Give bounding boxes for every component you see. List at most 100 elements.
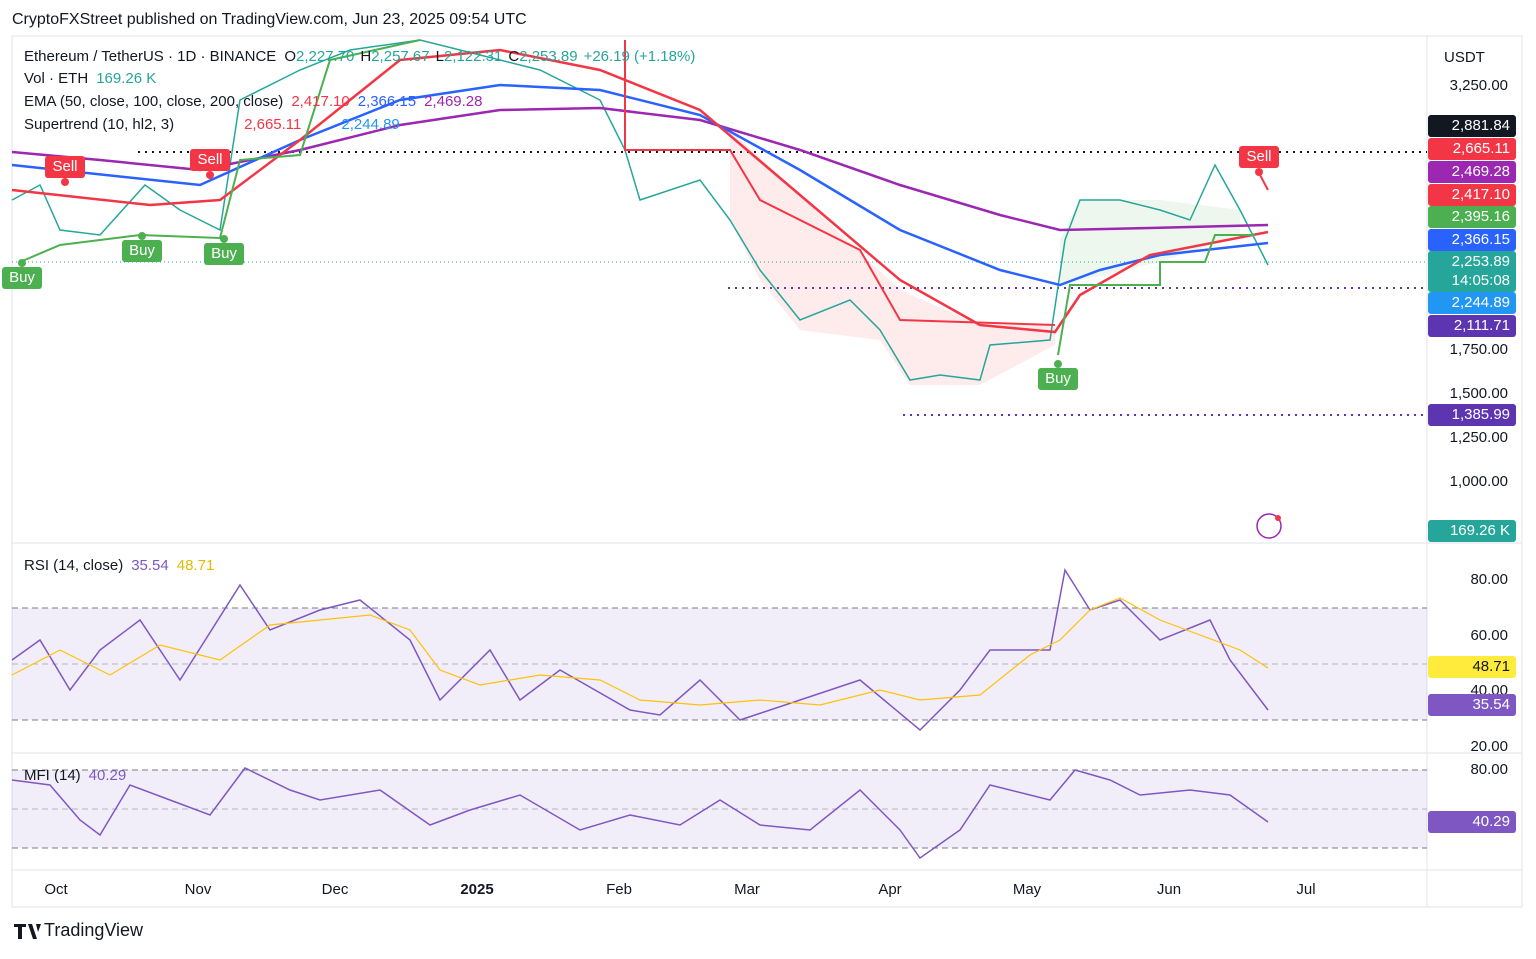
- price-tag-text: 48.71: [1472, 658, 1510, 675]
- supertrend-up: [19, 39, 421, 263]
- signal-label: Sell: [197, 151, 222, 168]
- price-tag-text: 2,469.28: [1452, 163, 1510, 180]
- time-axis-label: May: [1013, 881, 1042, 898]
- price-tag: [1428, 161, 1516, 183]
- legend-symbol: Ethereum / TetherUS · 1D · BINANCE O2,227…: [24, 48, 695, 65]
- price-tag: [1428, 315, 1516, 337]
- ema-50: [11, 48, 1269, 334]
- time-axis-label: Feb: [606, 881, 632, 898]
- signal-dot: [138, 232, 146, 240]
- time-axis-label: Apr: [878, 881, 901, 898]
- ema-value: 2,469.28: [424, 93, 482, 110]
- supertrend-value: 2,244.89: [341, 116, 399, 133]
- price-line: [11, 39, 1269, 381]
- price-tag-text: 2,253.89: [1452, 253, 1510, 270]
- rsi-ma-value: 48.71: [177, 557, 215, 574]
- ohlc-value: 2,253.89: [519, 48, 577, 65]
- price-tag-text: 2,244.89: [1452, 294, 1510, 311]
- rsi-line: [11, 567, 1269, 732]
- ohlc-label: L: [436, 48, 444, 65]
- price-tag: [1428, 404, 1516, 426]
- legend-vol: Vol · ETH 169.26 K: [24, 70, 156, 87]
- signal-badge: [122, 240, 162, 262]
- time-axis-label: Nov: [185, 881, 212, 898]
- change: +26.19 (+1.18%): [584, 48, 696, 65]
- signal-badge: [1038, 368, 1078, 390]
- ohlc-label: C: [508, 48, 519, 65]
- symbol: Ethereum / TetherUS · 1D · BINANCE: [24, 48, 276, 65]
- price-tag: [1428, 251, 1516, 292]
- time-axis-label: Mar: [734, 881, 760, 898]
- price-tag: [1428, 206, 1516, 228]
- legend-ema: EMA (50, close, 100, close, 200, close) 2…: [24, 93, 482, 110]
- price-tag: [1428, 811, 1516, 833]
- signal-badge: [45, 156, 85, 178]
- ohlc-label: O: [284, 48, 296, 65]
- time-axis-label: Dec: [322, 881, 349, 898]
- alert-icon[interactable]: [1256, 513, 1282, 539]
- price-axis-label: 3,250.00: [1450, 77, 1508, 94]
- time-axis-label: 2025: [460, 881, 493, 898]
- signal-label: Buy: [129, 242, 155, 259]
- published-header: CryptoFXStreet published on TradingView.…: [12, 11, 527, 28]
- mfi-value: 40.29: [89, 767, 127, 784]
- mfi-title: MFI (14): [24, 767, 81, 784]
- price-tag: [1428, 694, 1516, 716]
- supertrend-up: [1057, 234, 1255, 356]
- ema-label: EMA (50, close, 100, close, 200, close): [24, 93, 283, 110]
- supertrend-down: [624, 40, 1056, 326]
- signal-dot: [206, 171, 214, 179]
- rsi-axis-label: 60.00: [1470, 627, 1508, 644]
- signal-dot: [61, 178, 69, 186]
- signal-label: Buy: [211, 245, 237, 262]
- price-tag: [1428, 115, 1516, 137]
- price-tag-text: 169.26 K: [1450, 522, 1510, 539]
- ohlc-value: 2,227.70: [296, 48, 354, 65]
- mfi-line: [11, 767, 1269, 860]
- signal-badge: [204, 243, 244, 265]
- currency: USDT: [1444, 49, 1485, 66]
- countdown: 14:05:08: [1452, 272, 1510, 289]
- time-axis-label: Oct: [44, 881, 68, 898]
- rsi-axis-label: 20.00: [1470, 738, 1508, 755]
- ohlc-value: 2,257.67: [371, 48, 429, 65]
- price-tag-text: 2,881.84: [1452, 117, 1510, 134]
- rsi-legend: RSI (14, close) 35.54 48.71: [24, 557, 214, 574]
- ohlc-label: H: [360, 48, 371, 65]
- vol-value: 169.26 K: [96, 70, 156, 87]
- signal-label: Sell: [1246, 148, 1271, 165]
- signal-label: Sell: [52, 158, 77, 175]
- legend-supertrend: Supertrend (10, hl2, 3) 2,665.11 2,244.89: [24, 116, 400, 133]
- brand: TradingView: [44, 920, 144, 940]
- ema-value: 2,417.10: [291, 93, 349, 110]
- rsi-axis-label: 80.00: [1470, 571, 1508, 588]
- time-axis-label: Jul: [1296, 881, 1315, 898]
- mfi-legend: MFI (14) 40.29: [24, 767, 126, 784]
- supertrend-label: Supertrend (10, hl2, 3): [24, 116, 174, 133]
- signal-badge: [2, 267, 42, 289]
- price-tag-text: 35.54: [1472, 696, 1510, 713]
- signal-label: Buy: [9, 269, 35, 286]
- signal-label: Buy: [1045, 370, 1071, 387]
- ema-value: 2,366.15: [358, 93, 416, 110]
- signal-dot: [220, 235, 228, 243]
- price-tag-text: 1,385.99: [1452, 406, 1510, 423]
- price-tag: [1428, 184, 1516, 206]
- price-axis-label: 1,000.00: [1450, 473, 1508, 490]
- signal-badge: [1239, 146, 1279, 168]
- price-tag-text: 40.29: [1472, 813, 1510, 830]
- signal-dot: [1054, 360, 1062, 368]
- time-axis-label: Jun: [1157, 881, 1181, 898]
- supertrend-down: [1259, 174, 1269, 191]
- price-tag-text: 2,395.16: [1452, 208, 1510, 225]
- ema-100: [11, 83, 1269, 287]
- rsi-value: 35.54: [131, 557, 169, 574]
- alert-dot: [1275, 515, 1281, 521]
- price-tag: [1428, 656, 1516, 678]
- rsi-ma-line: [11, 597, 1269, 706]
- signal-badge: [190, 149, 230, 171]
- ohlc-value: 2,122.31: [444, 48, 502, 65]
- mfi-axis-label: 80.00: [1470, 761, 1508, 778]
- price-tag-text: 2,366.15: [1452, 231, 1510, 248]
